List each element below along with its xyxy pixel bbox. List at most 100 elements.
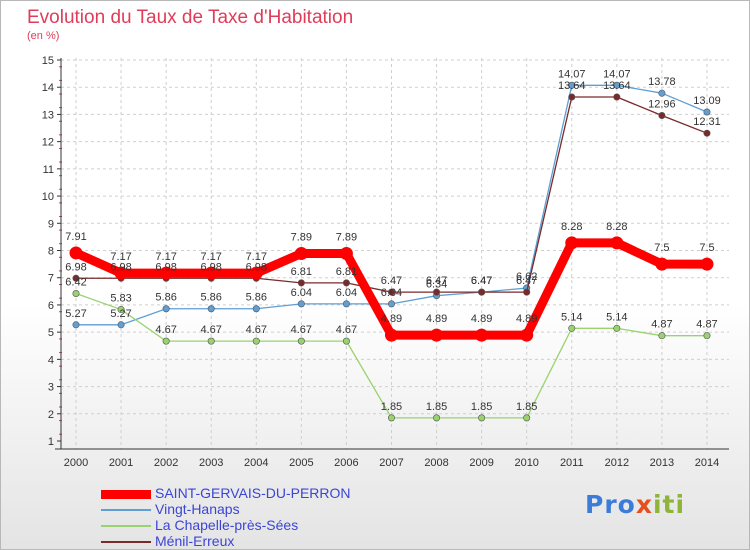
data-label: 6.04	[381, 287, 402, 299]
data-label: 7.17	[200, 251, 221, 263]
data-point	[700, 257, 714, 271]
data-point	[252, 305, 260, 313]
data-point	[72, 274, 80, 282]
data-label: 13.64	[603, 80, 631, 92]
y-axis-unit-label: (en %)	[27, 30, 60, 42]
legend-label: SAINT-GERVAIS-DU-PERRON	[155, 485, 351, 501]
data-point	[613, 324, 621, 332]
x-tick-label: 2005	[289, 457, 313, 469]
data-point	[162, 337, 170, 345]
data-point	[430, 328, 444, 342]
data-point	[249, 266, 263, 280]
data-label: 6.47	[471, 275, 492, 287]
data-label: 4.67	[336, 324, 357, 336]
x-tick-label: 2007	[379, 457, 403, 469]
data-label: 7.89	[291, 231, 312, 243]
y-tick-label: 10	[42, 191, 54, 203]
legend-label: La Chapelle-près-Sées	[155, 517, 299, 533]
data-point	[297, 337, 305, 345]
y-tick-label: 8	[48, 246, 54, 258]
data-point	[117, 306, 125, 314]
y-tick-label: 5	[48, 327, 54, 339]
data-point	[339, 246, 353, 260]
data-label: 6.47	[426, 275, 447, 287]
data-label: 6.47	[471, 275, 492, 287]
data-label: 4.87	[651, 319, 672, 331]
data-label: 4.67	[246, 324, 267, 336]
data-label: 13.64	[558, 80, 586, 92]
data-label: 4.89	[471, 313, 492, 325]
data-label: 1.85	[471, 401, 492, 413]
data-point	[520, 328, 534, 342]
data-label: 1.85	[426, 401, 447, 413]
data-label: 1.85	[381, 401, 402, 413]
data-point	[342, 300, 350, 308]
y-tick-label: 14	[42, 82, 54, 94]
data-label: 7.17	[110, 251, 131, 263]
data-point	[703, 108, 711, 116]
data-point	[117, 321, 125, 329]
x-tick-label: 2008	[424, 457, 448, 469]
chart-title: Evolution du Taux de Taxe d'Habitation	[27, 7, 354, 28]
data-point	[478, 288, 486, 296]
data-point	[565, 236, 579, 250]
legend-label: Ménil-Erreux	[155, 533, 235, 549]
data-label: 5.14	[561, 311, 582, 323]
data-label: 5.83	[110, 293, 131, 305]
data-label: 13.78	[648, 76, 676, 88]
data-point	[387, 300, 395, 308]
data-label: 6.04	[336, 287, 357, 299]
data-label: 5.14	[606, 311, 627, 323]
data-label: 4.67	[200, 324, 221, 336]
data-label: 7.91	[65, 231, 86, 243]
data-label: 4.87	[696, 319, 717, 331]
data-label: 6.62	[516, 271, 537, 283]
data-label: 8.28	[606, 221, 627, 233]
data-label: 4.89	[381, 313, 402, 325]
data-label: 6.98	[65, 261, 86, 273]
data-label: 12.31	[693, 116, 721, 128]
x-tick-label: 2002	[154, 457, 178, 469]
data-point	[342, 337, 350, 345]
data-label: 14.07	[603, 68, 631, 80]
data-point	[207, 305, 215, 313]
data-point	[703, 129, 711, 137]
legend-swatch	[101, 489, 151, 499]
x-tick-label: 2014	[695, 457, 719, 469]
y-tick-label: 13	[42, 109, 54, 121]
y-tick-label: 6	[48, 300, 54, 312]
data-label: 4.67	[291, 324, 312, 336]
data-label: 13.09	[693, 95, 721, 107]
y-tick-label: 3	[48, 382, 54, 394]
data-label: 4.89	[426, 313, 447, 325]
x-tick-label: 2013	[650, 457, 674, 469]
data-label-layer: 7.91 7.17 7.17 7.17 7.17 7.89 7.89 4.89 4.89 4.89…	[65, 68, 720, 413]
data-point	[159, 266, 173, 280]
data-label: 6.42	[65, 276, 86, 288]
y-tick-label: 7	[48, 273, 54, 285]
data-label: 6.98	[155, 261, 176, 273]
x-tick-label: 2010	[514, 457, 538, 469]
data-point	[69, 246, 83, 260]
data-label: 5.27	[65, 308, 86, 320]
y-tick-label: 11	[43, 164, 54, 176]
data-point	[655, 257, 669, 271]
data-label: 4.89	[516, 313, 537, 325]
grid-layer	[61, 58, 729, 449]
x-tick-label: 2012	[605, 457, 629, 469]
data-label: 5.86	[246, 292, 267, 304]
y-tick-label: 1	[48, 436, 54, 448]
data-point	[610, 236, 624, 250]
data-point	[387, 414, 395, 422]
data-label: 4.67	[155, 324, 176, 336]
data-label: 6.04	[291, 287, 312, 299]
data-point	[387, 288, 395, 296]
data-point	[297, 300, 305, 308]
data-label: 6.47	[516, 275, 537, 287]
data-point	[523, 288, 531, 296]
legend-swatch	[101, 541, 151, 543]
data-point	[613, 81, 621, 89]
x-tick-label: 2003	[199, 457, 223, 469]
data-label: 6.81	[291, 266, 312, 278]
